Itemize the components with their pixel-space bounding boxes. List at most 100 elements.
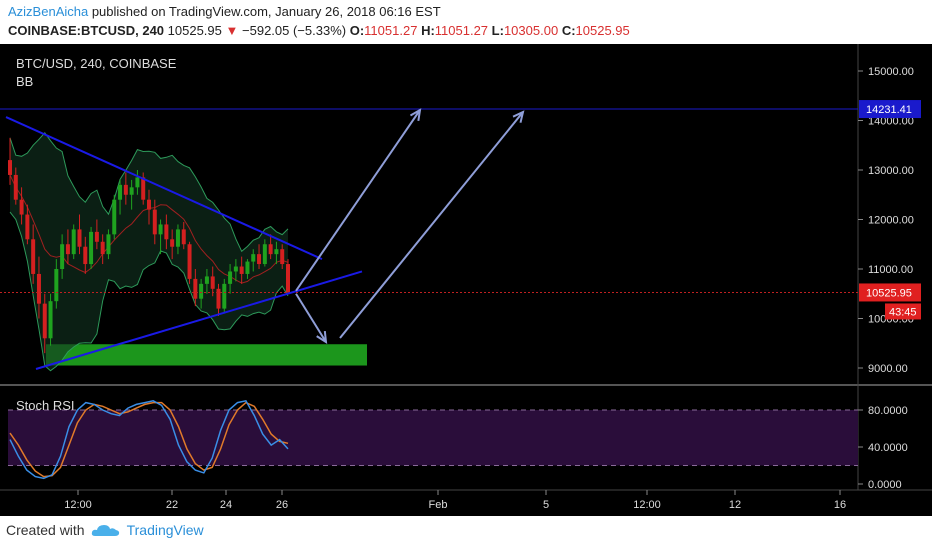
open-label: O: [349, 23, 365, 38]
stoch-d-line [9, 401, 289, 478]
drawings-group [0, 108, 858, 370]
stoch-tick-label: 40.0000 [868, 442, 908, 454]
price-chart[interactable]: 15000.00 14000.00 13000.00 12000.00 11000.00… [0, 44, 932, 516]
countdown-label: 43:45 [889, 306, 917, 318]
descending-trendline [5, 116, 323, 261]
candle-body [204, 276, 209, 284]
published-text: published on TradingView.com, January 26… [88, 4, 441, 19]
low-label: L: [491, 23, 504, 38]
price-tick-label: 13000.00 [868, 165, 914, 177]
stoch-tick-label: 80.0000 [868, 405, 908, 417]
candle-body [94, 231, 99, 242]
candle-body [100, 241, 105, 255]
candle-body [245, 261, 250, 274]
candle-body [286, 264, 290, 293]
change-value: −592.05 (−5.33%) [242, 23, 347, 38]
price-tick-label: 11000.00 [868, 264, 913, 276]
publisher-line: AzizBenAicha published on TradingView.co… [8, 4, 441, 19]
candle-body [77, 229, 82, 247]
candle-body [147, 199, 151, 210]
candle-body [175, 229, 180, 247]
pane-title: BTC/USD, 240, COINBASE [16, 56, 177, 71]
candle-body [42, 303, 47, 339]
candle-body [129, 187, 134, 195]
candle-body [36, 273, 41, 304]
candle-body [60, 244, 65, 269]
candle-body [71, 229, 76, 255]
time-tick-label: 22 [166, 499, 178, 511]
candle-body [106, 234, 111, 255]
level-price-label: 14231.41 [866, 104, 912, 116]
last-price-label: 10525.95 [866, 287, 912, 299]
time-tick-label: 12:00 [633, 499, 661, 511]
candle-body [83, 246, 88, 265]
candle-body [193, 278, 198, 299]
ascending-trendline [35, 270, 363, 370]
candle-body [19, 199, 24, 215]
stoch-band-group [8, 409, 858, 466]
time-tick-label: 12:00 [64, 499, 92, 511]
high-value: 11051.27 [434, 23, 489, 38]
candles-group [8, 137, 290, 354]
projection-arrow-2 [295, 293, 327, 343]
candle-body [31, 239, 36, 274]
projection-arrow-2-head [316, 330, 328, 344]
created-with-text: Created with [6, 522, 85, 538]
candle-body [251, 254, 256, 262]
candle-body [268, 244, 273, 255]
time-tick-label: 26 [276, 499, 288, 511]
footer: Created with TradingView [6, 522, 204, 538]
candle-body [216, 288, 221, 309]
projection-arrow-1-head [409, 108, 422, 122]
price-tick-label: 15000.00 [868, 66, 914, 78]
time-axis-bg [0, 490, 932, 516]
candle-body [89, 231, 94, 265]
stoch-band-fill [8, 410, 858, 466]
candle-body [233, 266, 238, 272]
candle-body [118, 184, 123, 200]
author-name[interactable]: AzizBenAicha [8, 4, 89, 19]
last-price: 10525.95 [167, 23, 222, 38]
price-tick-label: 14000.00 [868, 116, 914, 128]
high-label: H: [421, 23, 435, 38]
candle-body [123, 184, 128, 195]
candle-body [274, 249, 279, 255]
candle-body [170, 239, 175, 247]
stoch-lines-group [9, 399, 289, 480]
stoch-tick-label: 0.0000 [868, 479, 902, 491]
time-axis-group: 12:00 22 24 26 Feb 5 12:00 12 16 [64, 490, 846, 511]
candle-body [135, 177, 140, 188]
close-label: C: [561, 23, 576, 38]
symbol-label: COINBASE:BTCUSD, 240 [8, 23, 165, 38]
low-value: 10305.00 [503, 23, 559, 38]
stoch-k-line [9, 399, 289, 480]
candle-body [158, 224, 163, 235]
open-value: 11051.27 [364, 23, 418, 38]
symbol-line: COINBASE:BTCUSD, 240 10525.95 ▼ −592.05 … [8, 23, 630, 38]
time-tick-label: 16 [834, 499, 846, 511]
candle-body [262, 244, 267, 265]
bb-upper-line [9, 132, 289, 253]
price-tick-label: 12000.00 [868, 215, 914, 227]
candle-body [8, 160, 12, 175]
stoch-label: Stoch RSI [16, 398, 75, 413]
down-arrow-icon: ▼ [225, 23, 239, 38]
price-tick-label: 9000.00 [868, 363, 908, 375]
candle-body [222, 283, 227, 309]
candle-body [210, 276, 215, 289]
time-tick-label: Feb [429, 499, 448, 511]
candle-body [48, 301, 53, 339]
last-price-tag [859, 283, 921, 302]
support-zone-group [46, 344, 367, 366]
candle-body [280, 249, 285, 265]
projection-arrow-1 [295, 109, 421, 292]
candle-body [228, 271, 233, 284]
indicator-label: BB [16, 74, 33, 89]
candle-body [25, 214, 30, 240]
tradingview-brand[interactable]: TradingView [126, 522, 204, 538]
candle-body [54, 269, 59, 302]
support-zone [46, 344, 367, 366]
time-tick-label: 24 [220, 499, 232, 511]
bb-lower-line [9, 211, 289, 372]
time-tick-label: 12 [729, 499, 741, 511]
